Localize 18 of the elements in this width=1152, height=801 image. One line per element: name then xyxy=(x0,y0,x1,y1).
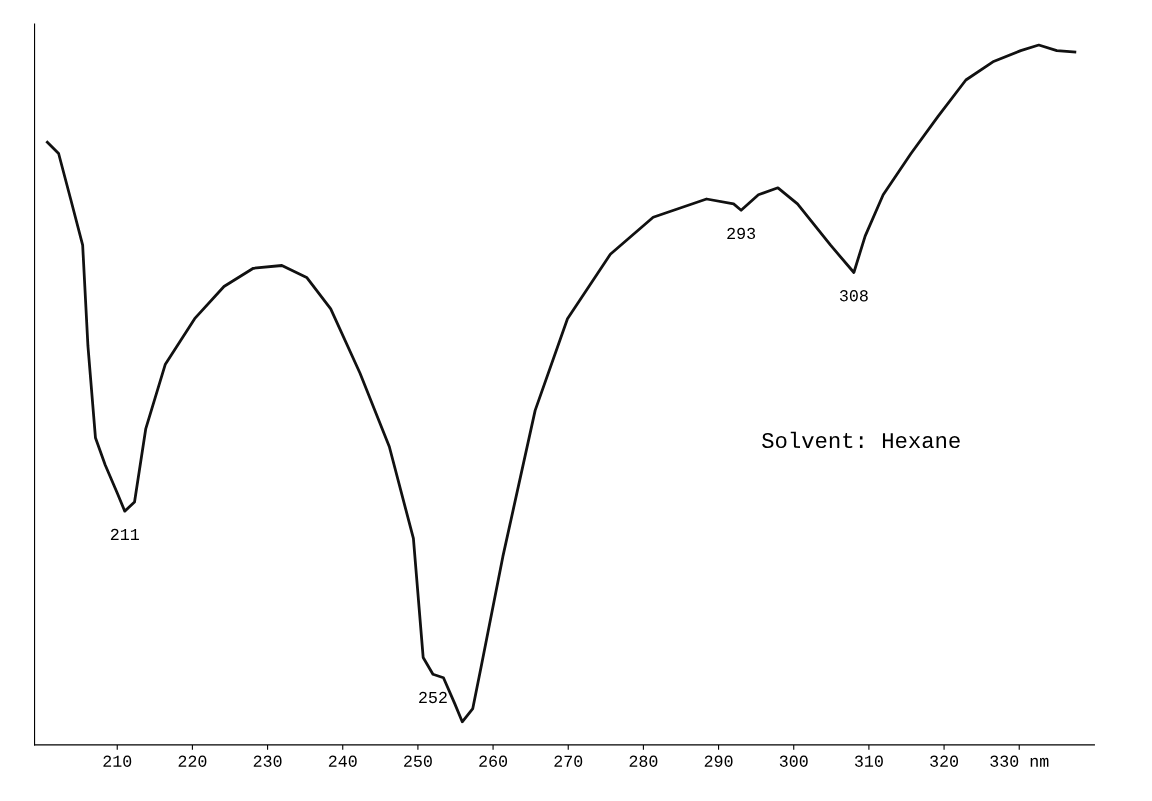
x-tick-label: 260 xyxy=(479,755,508,767)
x-tick-label: 230 xyxy=(253,755,282,767)
x-tick-label: 250 xyxy=(404,755,432,767)
x-tick-label: 220 xyxy=(178,755,207,767)
x-tick-label: 210 xyxy=(103,755,132,767)
x-tick-label: 310 xyxy=(854,755,883,767)
annotation: 252 xyxy=(419,691,447,704)
x-tick-label: 240 xyxy=(328,755,357,767)
x-tick-label: 270 xyxy=(554,755,583,767)
x-tick-label: 300 xyxy=(779,755,808,767)
annotation: Solvent: Hexane xyxy=(762,431,960,449)
x-tick-label: 330 nm xyxy=(990,755,1049,767)
x-tick-label: 320 xyxy=(930,755,959,767)
x-tick-label: 290 xyxy=(704,755,733,767)
x-tick-label: 280 xyxy=(629,755,658,767)
annotation: 293 xyxy=(727,227,756,240)
annotation: 211 xyxy=(110,528,139,540)
annotation: 308 xyxy=(839,290,868,302)
